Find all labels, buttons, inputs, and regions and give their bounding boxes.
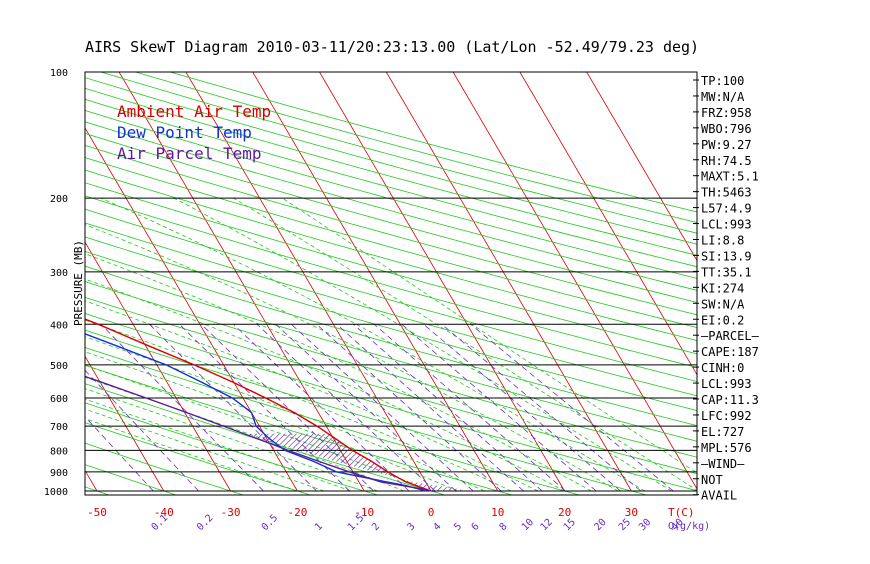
index-entry: TH:5463 [701,186,752,200]
mixing-ratio-line [0,324,153,491]
index-entry: TP:100 [701,74,744,88]
moist-adiabat [0,198,458,491]
moist-adiabat [0,198,297,491]
moist-adiabat [0,198,324,491]
index-entry: AVAIL [701,489,737,503]
pressure-tick-label: 800 [50,446,68,457]
pressure-tick-label: 300 [50,268,68,279]
index-entry: TT:35.1 [701,265,752,279]
pressure-tick-label: 400 [50,320,68,331]
mixing-ratio-label: 30 [637,517,653,533]
mixing-ratio-label: 1 [313,521,325,533]
index-entry: MPL:576 [701,441,752,455]
mixing-ratio-label: 12 [539,517,555,533]
mixing-ratio-label: 15 [562,517,578,533]
index-entry: PW:9.27 [701,138,752,152]
isotherm-line [253,72,498,491]
index-entry: SI:13.9 [701,249,752,263]
legend-entry: Air Parcel Temp [117,144,262,163]
index-entry: EI:0.2 [701,313,744,327]
index-entry: L57:4.9 [701,202,752,216]
mixing-ratio-unit-label: Q(g/kg) [668,521,710,532]
mixing-ratio-line [442,324,641,491]
index-entry: KI:274 [701,281,744,295]
bottom-temp-tick-label: 0 [428,506,435,519]
bottom-temp-tick-label: -20 [287,506,307,519]
legend: Ambient Air Temp Dew Point Temp Air Parcel… [117,102,271,163]
pressure-tick-label: 900 [50,468,68,479]
index-entry: LCL:993 [701,218,752,232]
mixing-ratio-line [424,324,621,491]
mixing-ratio-label: 5 [452,521,464,533]
index-entry: CINH:0 [701,361,744,375]
x-axis-label: T(C) [668,506,695,519]
index-entry: LCL:993 [701,377,752,391]
pressure-tick-label: 1000 [44,487,68,498]
index-entry: CAP:11.3 [701,393,759,407]
index-entry: FRZ:958 [701,106,752,120]
index-entry: —WIND— [701,457,745,471]
index-entry: RH:74.5 [701,154,752,168]
pressure-tick-label: 500 [50,361,68,372]
index-entry: SW:N/A [701,297,745,311]
pressure-tick-label: 200 [50,194,68,205]
bottom-temp-tick-label: 30 [625,506,638,519]
mixing-ratio-label: 10 [520,517,536,533]
index-entry: NOT [701,473,723,487]
pressure-tick-label: 600 [50,394,68,405]
mixing-ratio-label: 25 [617,517,633,533]
isotherm-line [0,72,30,491]
mixing-ratio-label: 6 [470,521,482,533]
chart-title: AIRS SkewT Diagram 2010-03-11/20:23:13.0… [85,38,699,56]
index-entry: CAPE:187 [701,345,759,359]
bottom-temp-tick-label: -30 [221,506,241,519]
stability-indices: TP:100 MW:N/A FRZ:958 WBO:796 PW:9.27 RH:74.5… [693,74,760,503]
mixing-ratio-label: 4 [431,521,443,533]
index-entry: LI:8.8 [701,234,744,248]
y-axis-label: PRESSURE (MB) [72,240,85,326]
index-entry: MW:N/A [701,90,745,104]
index-entry: MAXT:5.1 [701,170,759,184]
index-entry: —PARCEL— [701,329,760,343]
mixing-ratio-label: 20 [592,517,608,533]
index-entry: EL:727 [701,425,744,439]
index-entry: LFC:992 [701,409,752,423]
cape-hatched-area [244,434,469,491]
legend-entry: Dew Point Temp [117,123,252,142]
mixing-ratio-label: 2 [370,521,382,533]
bottom-temp-tick-label: 10 [491,506,504,519]
mixing-ratio-label: 8 [498,521,510,533]
index-entry: WBO:796 [701,122,752,136]
mixing-ratio-label: 0.5 [260,513,281,534]
pressure-tick-label: 100 [50,68,68,79]
mixing-ratio-label: 0.2 [195,513,216,534]
legend-entry: Ambient Air Temp [117,102,271,121]
dry-adiabat [0,72,733,500]
bottom-temp-tick-label: -50 [87,506,107,519]
isotherm-line [386,72,631,491]
mixing-ratio-label: 3 [405,521,417,533]
pressure-tick-label: 700 [50,422,68,433]
